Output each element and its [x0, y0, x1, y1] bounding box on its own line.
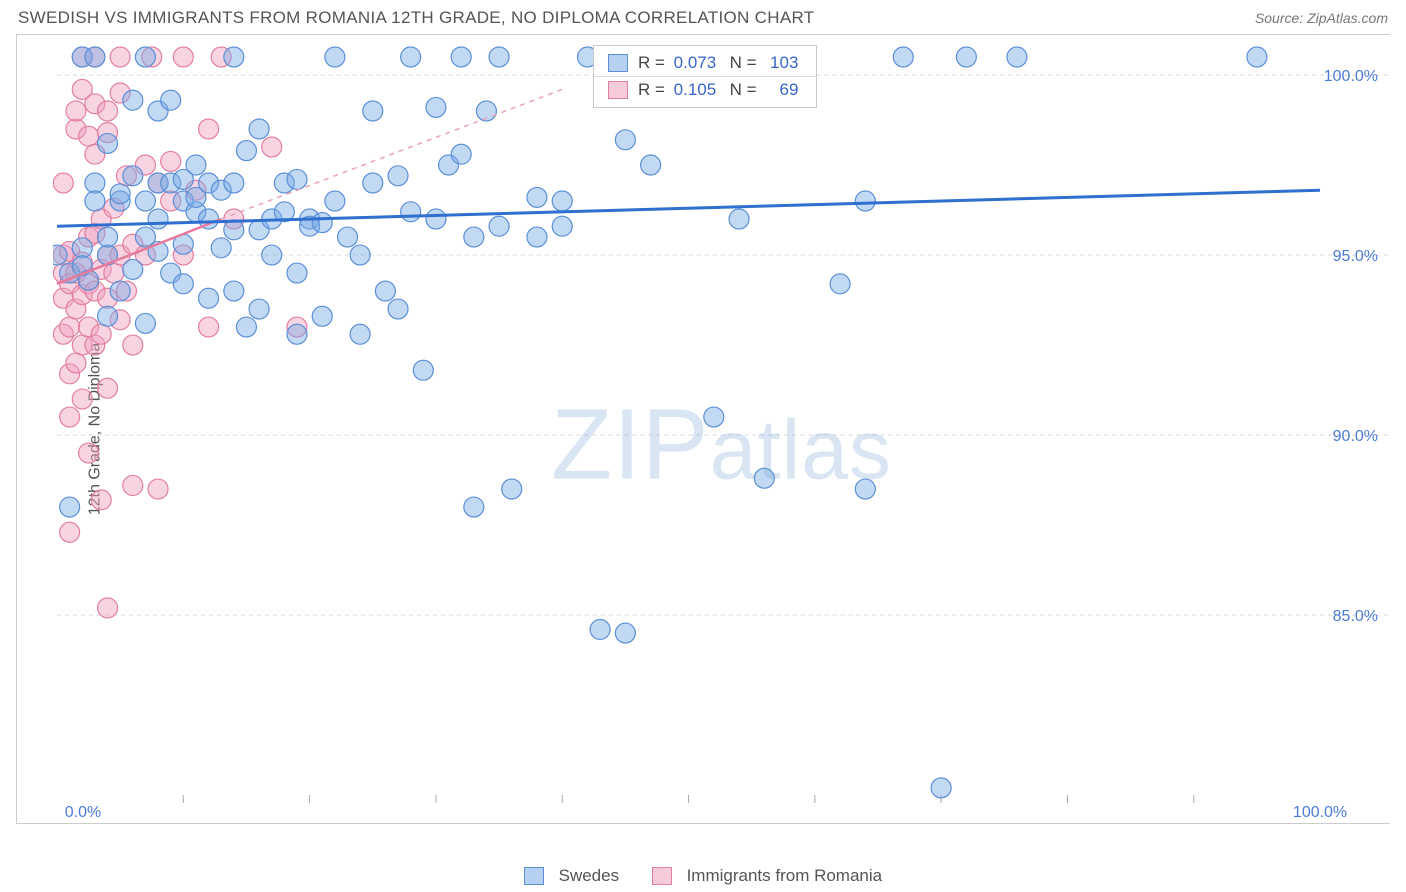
swatch-blue-icon	[608, 54, 628, 72]
stat-n-pink: 69	[779, 80, 798, 100]
stat-r-pink: 0.105	[674, 80, 717, 100]
legend-label-blue: Swedes	[559, 866, 619, 886]
plot-area: 100.0%95.0%90.0%85.0%0.0%100.0% Z I P at…	[53, 35, 1390, 823]
plot-svg: 100.0% 95.0% 90.0% 85.0% 0.0% 100.0%	[53, 35, 1390, 823]
svg-text:0.0%: 0.0%	[65, 804, 101, 821]
stat-r-blue: 0.073	[674, 53, 717, 73]
legend-swatch-blue-icon	[524, 867, 544, 885]
source-label: Source: ZipAtlas.com	[1255, 10, 1388, 26]
legend-item-blue: Swedes	[524, 866, 619, 886]
svg-text:100.0%: 100.0%	[1293, 804, 1347, 821]
legend-label-pink: Immigrants from Romania	[687, 866, 883, 886]
svg-text:85.0%: 85.0%	[1333, 608, 1378, 625]
svg-text:95.0%: 95.0%	[1333, 248, 1378, 265]
legend-swatch-pink-icon	[652, 867, 672, 885]
stat-n-blue: 103	[770, 53, 798, 73]
plot-container: 12th Grade, No Diploma 100.0%95.0%90.0%8…	[16, 34, 1390, 824]
swatch-pink-icon	[608, 81, 628, 99]
stat-row-pink: R = 0.105 N = 69	[594, 76, 816, 103]
chart-header: SWEDISH VS IMMIGRANTS FROM ROMANIA 12TH …	[0, 0, 1406, 34]
svg-text:90.0%: 90.0%	[1333, 428, 1378, 445]
correlation-stats-box: R = 0.073 N = 103 R = 0.105 N = 69	[593, 45, 817, 108]
legend-item-pink: Immigrants from Romania	[652, 866, 882, 886]
stat-row-blue: R = 0.073 N = 103	[594, 50, 816, 76]
svg-text:100.0%: 100.0%	[1324, 68, 1378, 85]
bottom-legend: Swedes Immigrants from Romania	[0, 866, 1406, 890]
chart-title: SWEDISH VS IMMIGRANTS FROM ROMANIA 12TH …	[18, 8, 814, 28]
